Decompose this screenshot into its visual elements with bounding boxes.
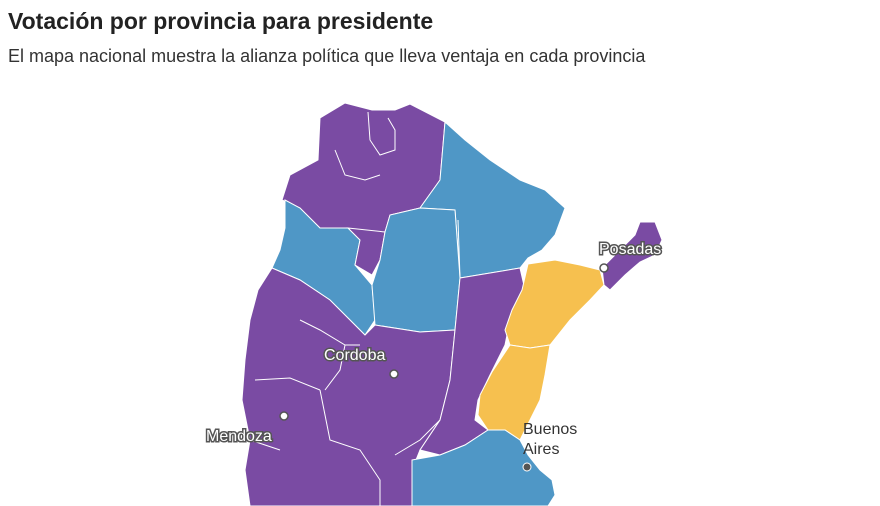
city-label-buenos-aires-line2: Aires	[523, 441, 559, 458]
cordoba-marker	[389, 369, 399, 379]
city-label-posadas: Posadas	[599, 241, 661, 258]
city-label-buenos-aires-line1: Buenos	[523, 421, 577, 438]
posadas-marker	[599, 263, 609, 273]
region-buenos-aires[interactable]	[411, 429, 556, 506]
page-title: Votación por provincia para presidente	[8, 8, 434, 34]
city-label-cordoba: Cordoba	[324, 347, 385, 364]
region-misiones[interactable]	[601, 221, 663, 291]
mendoza-marker	[279, 411, 289, 421]
province-borders	[249, 111, 461, 506]
page-subtitle: El mapa nacional muestra la alianza polí…	[8, 46, 646, 66]
city-label-mendoza: Mendoza	[206, 428, 272, 445]
region-corrientes[interactable]	[504, 259, 605, 349]
buenos-aires-marker	[522, 462, 532, 472]
region-catamarca[interactable]	[271, 199, 376, 336]
